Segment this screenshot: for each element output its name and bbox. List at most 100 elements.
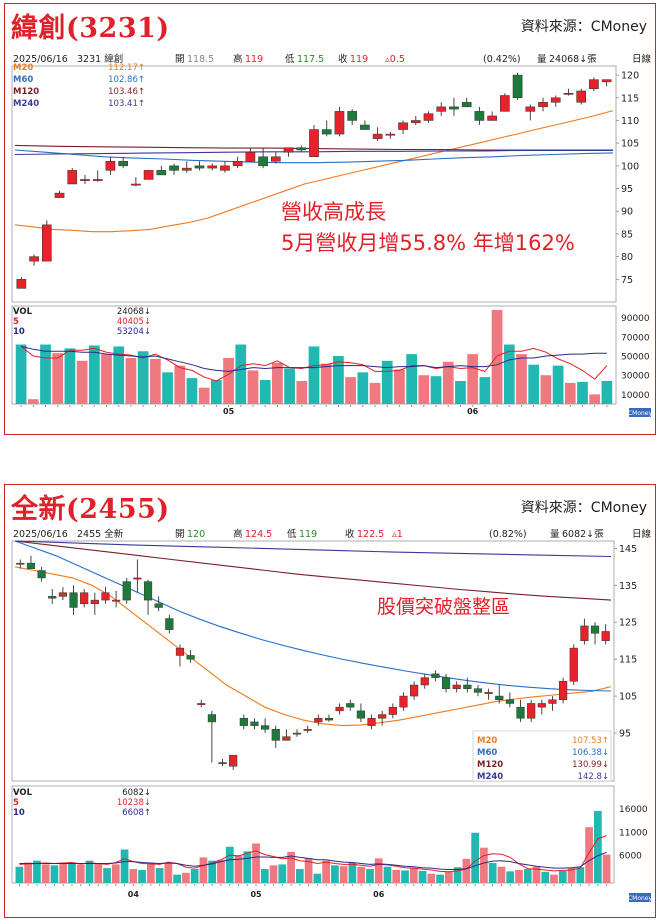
candle-body (474, 111, 485, 121)
volume-bar (394, 369, 405, 404)
vol-legend-name: VOL (13, 788, 33, 798)
ma-legend-name: M120 (13, 87, 39, 97)
ma-legend-name: M60 (477, 748, 497, 758)
x-tick-mark (132, 884, 134, 886)
candle-body (495, 695, 504, 701)
volume-bar (138, 869, 146, 883)
y-tick-label: 135 (619, 581, 637, 592)
volume-bar (278, 864, 287, 883)
x-tick-mark (374, 405, 376, 407)
quote-open-label: 開 (175, 529, 185, 540)
volume-ma-line-ma10_vol (19, 851, 607, 870)
candle-body (372, 133, 383, 139)
x-tick-mark (81, 405, 83, 407)
x-tick-mark (457, 884, 459, 886)
candle-body (314, 717, 323, 723)
volume-ma-line-ma10_vol (20, 345, 607, 372)
volume-bar (52, 353, 64, 404)
candle-body (156, 170, 167, 176)
x-month-label: 05 (223, 407, 235, 416)
volume-bar (516, 354, 527, 404)
volume-bar (120, 849, 129, 883)
volume-bar (284, 368, 295, 404)
y-tick-label: 100 (621, 161, 639, 172)
quote-close-label: 收 (338, 53, 348, 65)
candle-body (131, 183, 141, 186)
x-tick-mark (435, 405, 437, 407)
candle-body (559, 681, 568, 701)
quote-low-label: 低 (287, 528, 297, 540)
ma-legend-name: M240 (477, 772, 503, 782)
quote-pct: (0.42%) (483, 54, 521, 65)
volume-bar (436, 874, 444, 883)
volume-bar (137, 351, 149, 404)
candle-body (133, 577, 142, 580)
y-tick-label: 105 (621, 139, 639, 150)
quote-period: 日線 (632, 528, 652, 540)
x-tick-mark (142, 405, 144, 407)
candle-body (538, 102, 548, 108)
x-tick-mark (520, 405, 522, 407)
ma-legend-box (472, 730, 612, 782)
ma-legend-value: 103.46↑ (108, 87, 145, 97)
x-tick-mark (579, 884, 581, 886)
candle-body (334, 111, 345, 135)
volume-bar (162, 372, 173, 404)
x-tick-mark (215, 405, 217, 407)
volume-bar (462, 858, 471, 883)
x-tick-mark (316, 884, 318, 886)
x-tick-mark (27, 884, 29, 886)
vol-legend-name: 5 (13, 317, 19, 327)
volume-bar (322, 860, 331, 883)
x-tick-mark (118, 405, 120, 407)
volume-bar (313, 873, 322, 883)
x-tick-mark (398, 405, 400, 407)
volume-bar (528, 364, 540, 404)
candle-body (484, 692, 493, 694)
volume-bar (260, 869, 269, 883)
x-tick-mark (228, 405, 230, 407)
volume-bar (101, 354, 112, 404)
quote-high: 124.5 (245, 529, 272, 540)
ma-legend-value: 107.53↑ (572, 736, 609, 746)
x-tick-mark (62, 884, 64, 886)
x-tick-mark (448, 884, 450, 886)
volume-bar (64, 348, 76, 404)
y-tick-label: 95 (619, 729, 631, 740)
vol-tick-label: 10000 (621, 391, 650, 401)
x-tick-mark (299, 884, 301, 886)
x-tick-mark (557, 405, 559, 407)
candle-body (143, 170, 154, 180)
candle-body (441, 677, 451, 689)
x-tick-mark (439, 884, 441, 886)
quote-low: 117.5 (297, 54, 324, 65)
candle-body (296, 147, 307, 151)
candle-body (398, 122, 408, 130)
y-tick-label: 75 (621, 275, 633, 286)
candle-body (589, 79, 599, 89)
candle-body (258, 156, 268, 167)
panel-title: 全新(2455) (11, 494, 170, 525)
volume-bar (455, 380, 466, 404)
x-tick-mark (588, 884, 590, 886)
volume-bar (357, 372, 369, 404)
quote-date: 2025/06/16 (13, 54, 68, 65)
volume-bar (552, 365, 564, 404)
candle-body (580, 625, 589, 641)
candle-body (399, 695, 408, 708)
volume-bar (33, 860, 41, 883)
candle-body (309, 129, 319, 158)
x-tick-mark (411, 405, 413, 407)
candle-body (181, 167, 192, 171)
vol-tick-label: 70000 (621, 333, 650, 343)
x-tick-mark (93, 405, 95, 407)
ma-legend-name: M120 (477, 760, 503, 770)
vol-tick-label: 6000 (619, 852, 642, 862)
quote-change: ▵1 (392, 529, 403, 540)
x-tick-mark (571, 884, 573, 886)
candle-body (197, 703, 206, 705)
volume-bar (129, 869, 138, 883)
volume-bar (506, 871, 515, 883)
candle-body (505, 699, 514, 704)
candle-body (143, 581, 153, 601)
